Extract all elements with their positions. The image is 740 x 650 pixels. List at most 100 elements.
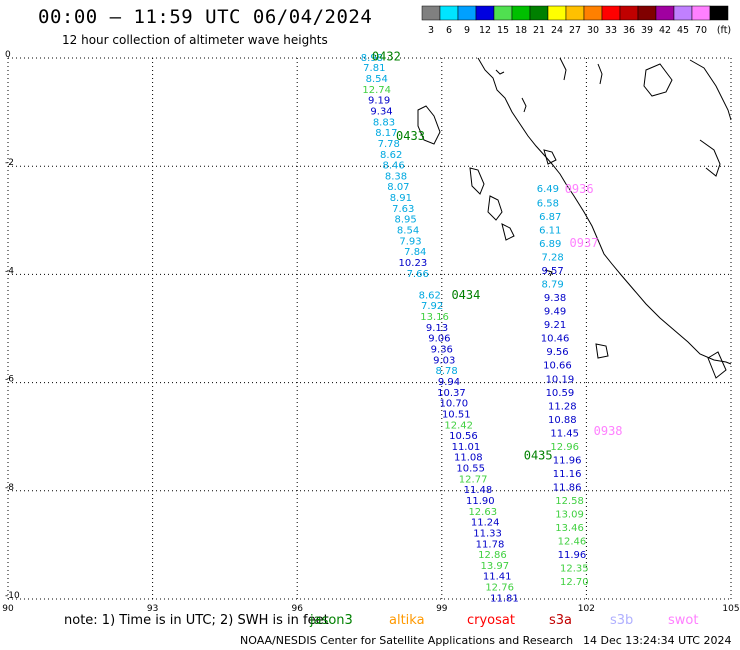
wave-height-value: 8.54: [366, 74, 388, 85]
pass-time-label: 0433: [396, 129, 425, 143]
wave-height-value: 12.42: [444, 420, 473, 431]
lat-tick-label: 0: [5, 50, 11, 60]
pass-time-label: 0937: [570, 236, 599, 250]
pass-time-label: 0434: [451, 288, 480, 302]
wave-height-value: 10.51: [442, 409, 471, 420]
wave-height-value: 8.62: [419, 290, 441, 301]
legend-cryosat: cryosat: [467, 613, 515, 628]
lat-tick-label: -8: [5, 483, 14, 493]
lat-tick-label: -4: [5, 266, 14, 276]
wave-height-value: 11.33: [473, 528, 502, 539]
lon-tick-label: 93: [147, 604, 158, 614]
wave-height-value: 12.76: [485, 583, 514, 594]
colorbar-swatch: [709, 5, 729, 21]
wave-height-value: 12.96: [550, 442, 579, 453]
wave-height-value: 7.93: [399, 236, 421, 247]
legend-s3a: s3a: [549, 613, 573, 628]
wave-height-value: 13.16: [420, 312, 449, 323]
colorbar-unit: (ft): [717, 25, 731, 36]
colorbar-tick-label: 9: [464, 25, 470, 36]
wave-height-value: 9.34: [370, 106, 392, 117]
colorbar-tick-label: 39: [641, 25, 653, 36]
colorbar-tick-label: 3: [428, 25, 434, 36]
generation-timestamp: 14 Dec 13:24:34 UTC 2024: [583, 634, 732, 647]
wave-height-value: 8.46: [382, 161, 404, 172]
colorbar-tick-label: 70: [695, 25, 707, 36]
wave-height-value: 11.45: [550, 428, 579, 439]
lat-tick-label: -6: [5, 375, 14, 385]
wave-height-value: 13.46: [555, 523, 584, 534]
coastline: [417, 57, 732, 379]
wave-height-value: 7.81: [363, 63, 385, 74]
wave-height-value: 8.98: [361, 53, 383, 64]
wave-height-value: 8.79: [542, 280, 564, 291]
wave-height-value: 7.92: [421, 301, 443, 312]
wave-height-value: 11.81: [490, 593, 519, 604]
lat-tick-label: -2: [5, 158, 14, 168]
colorbar-tick-label: 27: [569, 25, 581, 36]
wave-height-value: 11.08: [454, 453, 483, 464]
wave-height-value: 10.59: [546, 388, 575, 399]
wave-height-value: 10.37: [437, 388, 466, 399]
wave-height-value: 10.66: [543, 361, 572, 372]
pass-time-label: 0938: [594, 424, 623, 438]
wave-height-value: 12.86: [478, 550, 507, 561]
colorbar-tick-label: 33: [605, 25, 617, 36]
wave-height-value: 12.70: [560, 577, 589, 588]
colorbar-tick-label: 30: [587, 25, 599, 36]
pass-time-label: 0936: [565, 182, 594, 196]
wave-height-value: 10.56: [449, 431, 478, 442]
wave-height-value: 11.01: [452, 442, 481, 453]
wave-height-value: 11.86: [553, 482, 582, 493]
wave-height-value: 9.13: [426, 323, 448, 334]
wave-height-value: 10.70: [440, 399, 469, 410]
legend-swot: swot: [668, 613, 699, 628]
wave-height-value: 8.83: [373, 117, 395, 128]
wave-height-value: 10.23: [399, 258, 428, 269]
pass-time-label: 0435: [524, 449, 553, 463]
wave-height-value: 8.07: [387, 182, 409, 193]
wave-height-value: 9.36: [431, 345, 453, 356]
altimeter-pass: 8.987.818.5412.749.199.348.838.177.788.6…: [361, 49, 553, 604]
wave-height-value: 6.49: [537, 184, 559, 195]
wave-height-value: 6.11: [539, 225, 561, 236]
wave-height-value: 10.46: [541, 334, 570, 345]
wave-height-value: 9.56: [546, 347, 568, 358]
lon-tick-label: 102: [578, 604, 595, 614]
wave-height-value: 13.09: [555, 510, 584, 521]
wave-height-value: 9.06: [428, 334, 450, 345]
wave-height-value: 8.54: [397, 225, 419, 236]
wave-height-value: 9.94: [438, 377, 460, 388]
wave-height-value: 9.03: [433, 355, 455, 366]
wave-height-value: 11.48: [464, 485, 493, 496]
colorbar-tick-label: 36: [623, 25, 635, 36]
wave-height-value: 8.91: [390, 193, 412, 204]
wave-height-value: 11.78: [476, 539, 505, 550]
wave-height-value: 6.58: [537, 198, 559, 209]
colorbar-tick-label: 42: [659, 25, 671, 36]
credit-line: NOAA/NESDIS Center for Satellite Applica…: [240, 634, 574, 647]
wave-height-value: 11.28: [548, 401, 577, 412]
wave-height-value: 10.88: [548, 415, 577, 426]
lon-tick-label: 90: [2, 604, 14, 614]
wave-height-value: 12.77: [459, 474, 488, 485]
wave-height-value: 12.35: [560, 564, 589, 575]
wave-height-value: 12.63: [468, 507, 497, 518]
wave-height-value: 6.87: [539, 212, 561, 223]
wave-height-value: 8.78: [435, 366, 457, 377]
colorbar-tick-label: 45: [677, 25, 689, 36]
wave-height-value: 11.16: [553, 469, 582, 480]
map-subtitle: 12 hour collection of altimeter wave hei…: [62, 33, 328, 47]
colorbar-tick-label: 15: [497, 25, 509, 36]
legend-altika: altika: [389, 613, 425, 628]
lon-tick-label: 105: [722, 604, 739, 614]
wave-height-value: 8.17: [375, 128, 397, 139]
lat-tick-label: -10: [5, 591, 20, 601]
wave-height-value: 7.78: [378, 139, 400, 150]
wave-height-value: 8.38: [385, 171, 407, 182]
wave-height-value: 9.38: [544, 293, 566, 304]
wave-height-value: 9.21: [544, 320, 566, 331]
wave-height-value: 7.63: [392, 204, 414, 215]
wave-height-value: 12.46: [558, 537, 587, 548]
colorbar-tick-label: 24: [551, 25, 563, 36]
